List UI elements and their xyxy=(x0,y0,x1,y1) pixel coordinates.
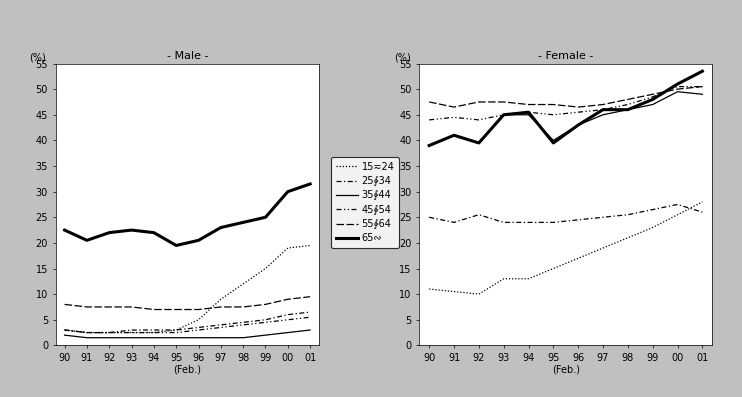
Title: - Female -: - Female - xyxy=(538,51,594,62)
Legend: 15≂24, 25∲34, 35∲44, 45∲54, 55∲64, 65∾: 15≂24, 25∲34, 35∲44, 45∲54, 55∲64, 65∾ xyxy=(332,157,399,248)
X-axis label: (Feb.): (Feb.) xyxy=(174,364,201,374)
Text: (%): (%) xyxy=(29,52,46,62)
X-axis label: (Feb.): (Feb.) xyxy=(552,364,580,374)
Text: (%): (%) xyxy=(394,52,411,62)
Title: - Male -: - Male - xyxy=(167,51,208,62)
